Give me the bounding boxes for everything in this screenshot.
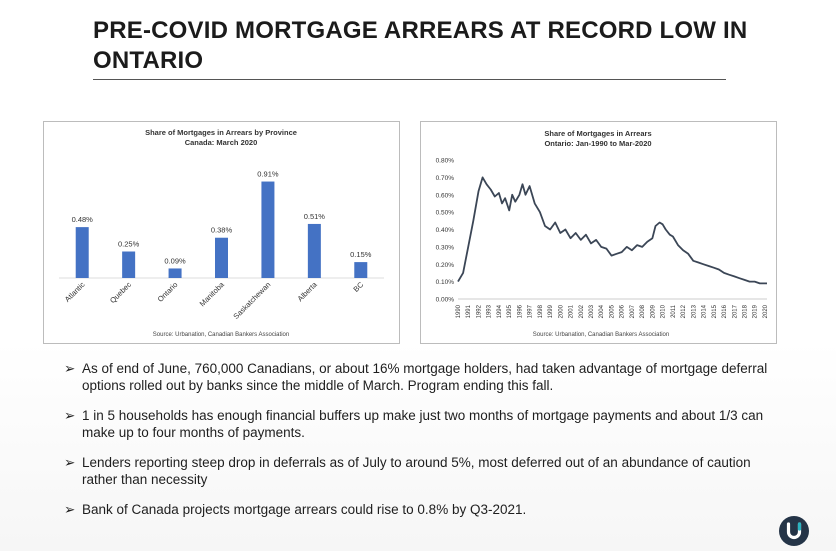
x-tick-label: 2001	[569, 304, 575, 318]
province-bar-chart: Share of Mortgages in Arrears by Provinc…	[59, 128, 384, 338]
x-tick-label: 2017	[732, 304, 738, 318]
bar-bc	[354, 262, 368, 278]
bar-quebec	[122, 251, 136, 278]
bar-ontario	[168, 268, 182, 278]
data-label-manitoba: 0.38%	[211, 226, 233, 235]
data-label-bc: 0.15%	[350, 250, 372, 259]
x-tick-label: 1995	[507, 304, 513, 318]
chart-subtitle: Ontario: Jan-1990 to Mar-2020	[544, 139, 651, 148]
x-tick-label: 2010	[661, 304, 667, 318]
bullet-item-4: ➢ Bank of Canada projects mortgage arrea…	[64, 501, 784, 518]
x-tick-label: 1999	[548, 304, 554, 318]
y-tick-label: 0.20%	[436, 262, 455, 269]
x-tick-label: 2016	[722, 304, 728, 318]
x-tick-label: 2014	[702, 304, 708, 318]
x-tick-label: 1996	[517, 304, 523, 318]
y-tick-label: 0.80%	[436, 158, 455, 165]
bar-manitoba	[215, 237, 228, 278]
bullet-arrow-icon: ➢	[64, 361, 76, 376]
chart-source: Source: Urbanation, Canadian Bankers Ass…	[533, 332, 669, 338]
x-tick-label: 2020	[763, 304, 769, 318]
category-label-alberta: Alberta	[296, 279, 320, 303]
x-tick-label: 2005	[609, 304, 615, 318]
x-tick-label: 2011	[671, 304, 677, 318]
x-tick-label: 2012	[681, 304, 687, 318]
x-tick-label: 2004	[599, 304, 605, 318]
category-label-bc: BC	[351, 280, 365, 294]
bullet-item-1: ➢ As of end of June, 760,000 Canadians, …	[64, 360, 784, 394]
x-tick-label: 2006	[620, 304, 626, 318]
x-tick-label: 2013	[691, 304, 697, 318]
x-tick-label: 1998	[538, 304, 544, 318]
chart-subtitle: Canada: March 2020	[185, 138, 258, 147]
x-tick-label: 1994	[497, 304, 503, 318]
bar-atlantic	[75, 227, 89, 278]
category-label-quebec: Quebec	[108, 280, 133, 305]
category-label-manitoba: Manitoba	[198, 279, 227, 308]
y-tick-label: 0.50%	[436, 210, 455, 217]
x-tick-label: 1990	[456, 304, 462, 318]
data-label-alberta: 0.51%	[304, 212, 326, 221]
x-tick-label: 2000	[558, 304, 564, 318]
chart-source: Source: Urbanation, Canadian Bankers Ass…	[153, 332, 289, 338]
bullet-item-3: ➢ Lenders reporting steep drop in deferr…	[64, 454, 784, 488]
title-divider	[93, 79, 726, 80]
x-tick-label: 2007	[630, 304, 636, 318]
bullet-arrow-icon: ➢	[64, 455, 76, 470]
x-tick-label: 2018	[742, 304, 748, 318]
ontario-line-chart-panel: Share of Mortgages in Arrears Ontario: Ja…	[420, 121, 777, 344]
y-tick-label: 0.10%	[436, 279, 455, 286]
x-tick-label: 2008	[640, 304, 646, 318]
bullet-text-3: Lenders reporting steep drop in deferral…	[82, 455, 751, 487]
y-tick-label: 0.70%	[436, 175, 455, 182]
bar-alberta	[307, 223, 321, 278]
x-tick-label: 2009	[650, 304, 656, 318]
x-tick-label: 2019	[753, 304, 759, 318]
x-tick-label: 1993	[487, 304, 493, 318]
bullet-text-2: 1 in 5 households has enough financial b…	[82, 408, 764, 440]
bullet-item-2: ➢ 1 in 5 households has enough financial…	[64, 407, 784, 441]
data-label-saskatchewan: 0.91%	[257, 170, 279, 179]
category-label-atlantic: Atlantic	[63, 280, 87, 304]
x-tick-label: 1997	[528, 304, 534, 318]
bullet-text-1: As of end of June, 760,000 Canadians, or…	[82, 361, 768, 393]
y-tick-label: 0.60%	[436, 192, 455, 199]
province-bar-chart-panel: Share of Mortgages in Arrears by Provinc…	[43, 121, 400, 344]
bullet-text-4: Bank of Canada projects mortgage arrears…	[82, 502, 527, 517]
data-label-ontario: 0.09%	[164, 256, 186, 265]
x-tick-label: 1991	[466, 304, 472, 318]
u-logo-icon	[779, 516, 809, 546]
x-tick-label: 2015	[712, 304, 718, 318]
x-tick-label: 1992	[476, 304, 482, 318]
bullet-arrow-icon: ➢	[64, 408, 76, 423]
y-tick-label: 0.00%	[436, 297, 455, 304]
bullet-list: ➢ As of end of June, 760,000 Canadians, …	[64, 360, 784, 531]
slide-title: PRE-COVID MORTGAGE ARREARS AT RECORD LOW…	[93, 17, 748, 74]
y-tick-label: 0.30%	[436, 244, 455, 251]
chart-title: Share of Mortgages in Arrears	[544, 129, 651, 138]
category-label-saskatchewan: Saskatchewan	[231, 280, 272, 321]
x-tick-label: 2002	[579, 304, 585, 318]
arrears-series-line	[457, 176, 767, 285]
data-label-quebec: 0.25%	[118, 240, 140, 249]
data-label-atlantic: 0.48%	[72, 215, 94, 224]
bullet-arrow-icon: ➢	[64, 502, 76, 517]
x-tick-label: 2003	[589, 304, 595, 318]
category-label-ontario: Ontario	[156, 280, 180, 304]
chart-title: Share of Mortgages in Arrears by Provinc…	[145, 128, 297, 137]
bar-saskatchewan	[261, 181, 275, 278]
y-tick-label: 0.40%	[436, 227, 455, 234]
